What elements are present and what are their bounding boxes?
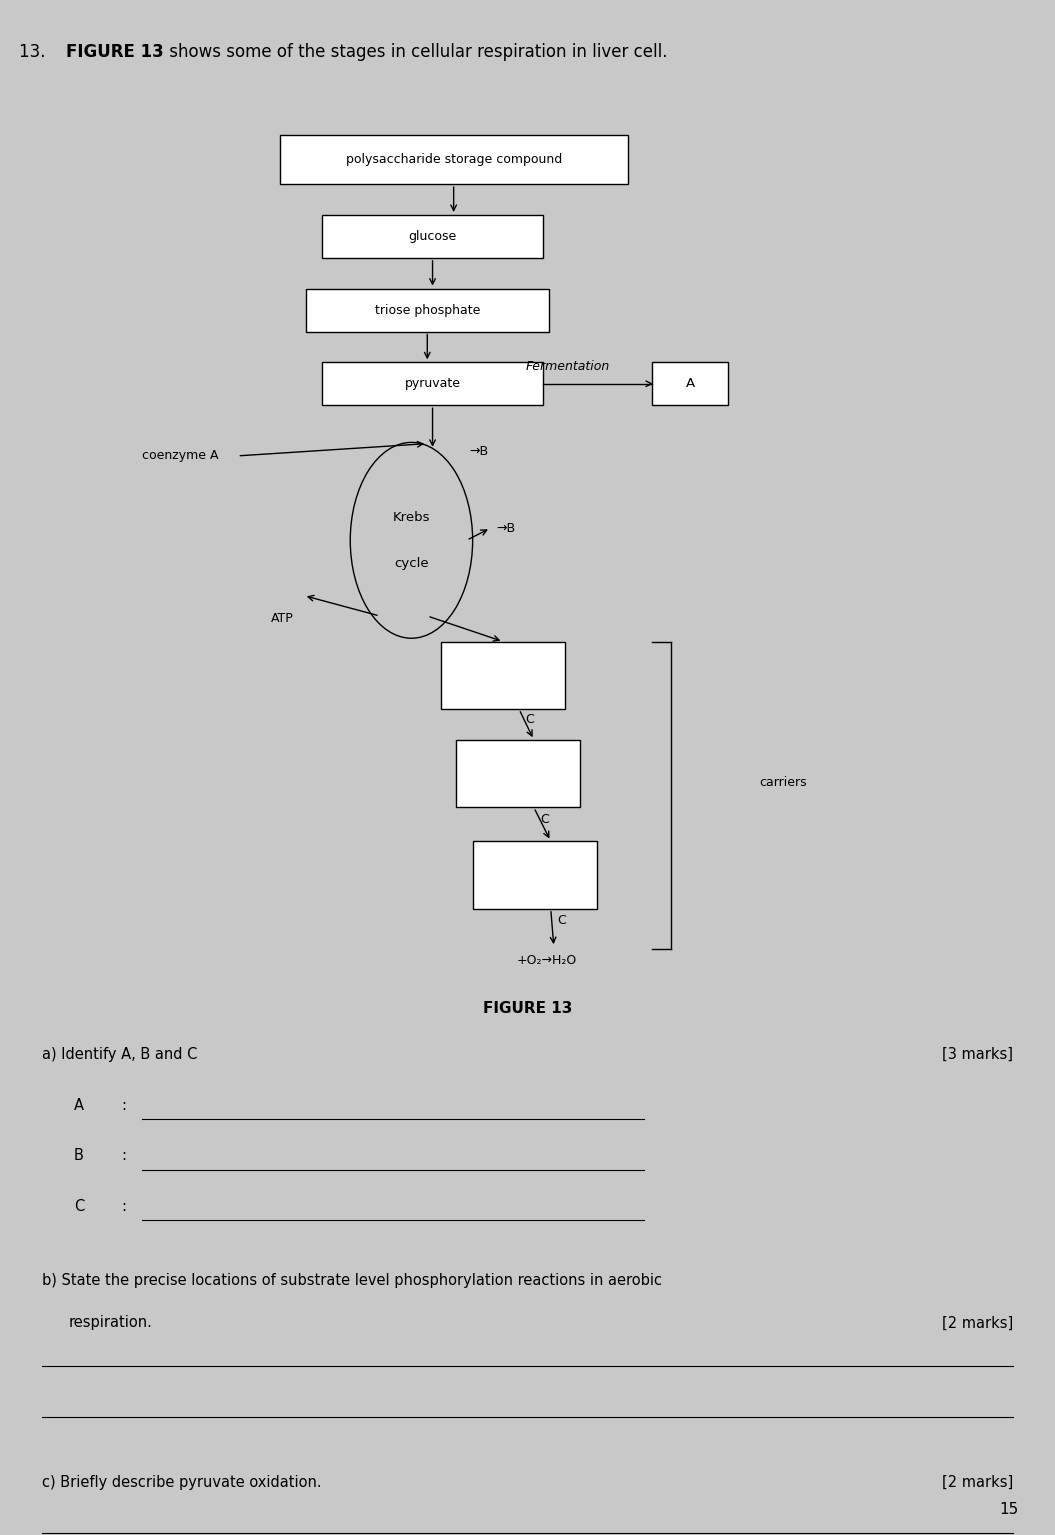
Text: A: A xyxy=(686,378,694,390)
Bar xyxy=(322,215,543,258)
Text: C: C xyxy=(557,915,565,927)
Bar xyxy=(441,642,565,709)
Text: carriers: carriers xyxy=(760,777,807,789)
Text: 15: 15 xyxy=(999,1501,1018,1517)
Text: :: : xyxy=(121,1199,127,1214)
Text: a) Identify A, B and C: a) Identify A, B and C xyxy=(42,1047,197,1062)
Text: pyruvate: pyruvate xyxy=(404,378,461,390)
Bar xyxy=(473,841,597,909)
Text: respiration.: respiration. xyxy=(69,1315,153,1331)
Text: +O₂→H₂O: +O₂→H₂O xyxy=(517,955,577,967)
Bar xyxy=(322,362,543,405)
Text: [3 marks]: [3 marks] xyxy=(942,1047,1013,1062)
Text: polysaccharide storage compound: polysaccharide storage compound xyxy=(346,154,561,166)
Text: [2 marks]: [2 marks] xyxy=(941,1315,1013,1331)
Text: cycle: cycle xyxy=(395,557,428,569)
Text: →B: →B xyxy=(496,522,515,534)
Text: [2 marks]: [2 marks] xyxy=(941,1475,1013,1490)
Text: Fermentation: Fermentation xyxy=(525,361,610,373)
Text: →B: →B xyxy=(469,445,488,457)
Text: glucose: glucose xyxy=(408,230,457,243)
Text: A: A xyxy=(74,1098,83,1113)
Text: coenzyme A: coenzyme A xyxy=(142,450,219,462)
Bar xyxy=(280,135,628,184)
Text: :: : xyxy=(121,1098,127,1113)
Text: c) Briefly describe pyruvate oxidation.: c) Briefly describe pyruvate oxidation. xyxy=(42,1475,322,1490)
Text: shows some of the stages in cellular respiration in liver cell.: shows some of the stages in cellular res… xyxy=(164,43,667,61)
Text: ATP: ATP xyxy=(271,612,294,625)
Text: FIGURE 13: FIGURE 13 xyxy=(483,1001,572,1016)
Bar xyxy=(652,362,728,405)
Text: Krebs: Krebs xyxy=(392,511,430,523)
Text: C: C xyxy=(74,1199,84,1214)
Text: C: C xyxy=(525,714,534,726)
Text: b) State the precise locations of substrate level phosphorylation reactions in a: b) State the precise locations of substr… xyxy=(42,1273,663,1288)
Text: triose phosphate: triose phosphate xyxy=(375,304,480,316)
Bar xyxy=(306,289,549,332)
Text: B: B xyxy=(74,1148,83,1164)
Text: :: : xyxy=(121,1148,127,1164)
Text: FIGURE 13: FIGURE 13 xyxy=(66,43,165,61)
Text: 13.: 13. xyxy=(19,43,51,61)
Bar xyxy=(456,740,580,807)
Text: C: C xyxy=(540,814,549,826)
